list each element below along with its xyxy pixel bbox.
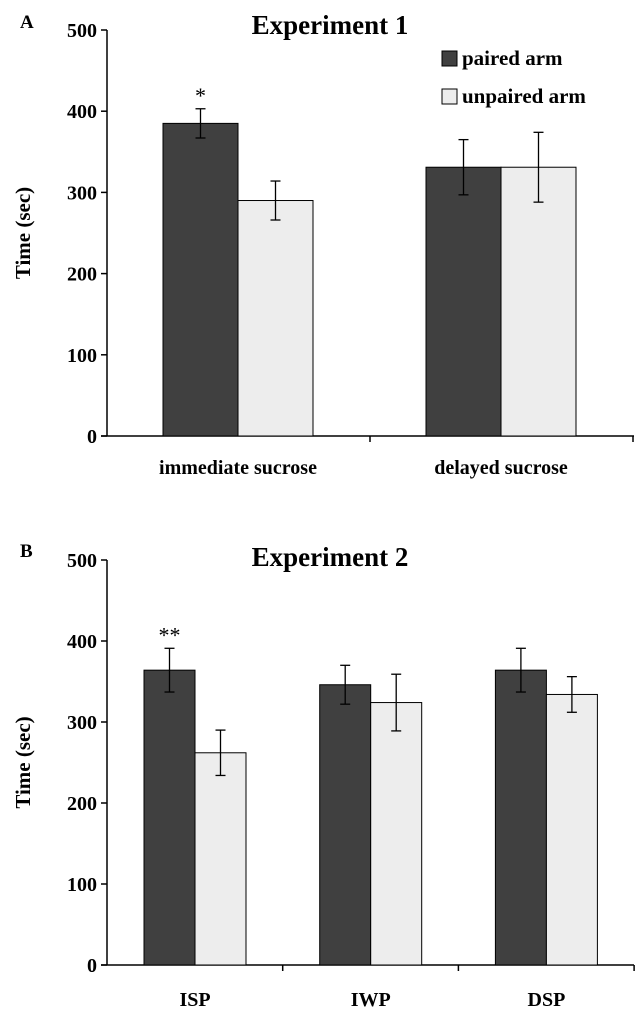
bar-unpaired-2	[545, 693, 598, 966]
panel-letter: A	[20, 12, 34, 33]
significance-marker: **	[159, 622, 181, 647]
x-tick-label: DSP	[528, 989, 566, 1009]
y-tick-label: 500	[67, 20, 97, 42]
legend-label-paired: paired arm	[462, 46, 563, 70]
y-tick-label: 500	[67, 550, 97, 572]
x-tick-label: immediate sucrose	[159, 457, 317, 479]
x-tick-label: IWP	[351, 989, 391, 1009]
y-tick-label: 0	[87, 426, 97, 448]
y-tick-label: 200	[67, 793, 97, 815]
significance-marker: *	[195, 83, 206, 108]
bar-unpaired-0	[194, 752, 247, 966]
bar-unpaired-0	[237, 200, 314, 437]
legend-swatch-unpaired	[441, 88, 458, 105]
panel-letter: B	[20, 541, 33, 562]
bar-unpaired-1	[500, 166, 577, 437]
bar-paired-0	[143, 669, 196, 966]
y-tick-label: 400	[67, 101, 97, 123]
y-tick-label: 100	[67, 874, 97, 896]
bar-paired-0	[162, 122, 239, 437]
panel-experiment-2: B Experiment 2 Time (sec) 0 100 200 300 400 500 I…	[11, 541, 635, 1009]
chart-title: Experiment 1	[252, 10, 409, 40]
legend-label-unpaired: unpaired arm	[462, 84, 586, 108]
x-tick-label: delayed sucrose	[434, 457, 568, 479]
y-axis-label: Time (sec)	[11, 716, 35, 808]
bar-unpaired-1	[370, 702, 423, 966]
legend-swatch-paired	[441, 50, 458, 67]
y-tick-label: 300	[67, 182, 97, 204]
y-tick-label: 200	[67, 264, 97, 286]
y-tick-label: 100	[67, 345, 97, 367]
y-tick-label: 0	[87, 955, 97, 977]
bar-paired-2	[494, 669, 547, 966]
chart-title: Experiment 2	[252, 542, 409, 572]
y-tick-label: 400	[67, 631, 97, 653]
panel-experiment-1: A Experiment 1 Time (sec) 0 100 200 300 400 500 i…	[11, 10, 634, 479]
bar-paired-1	[319, 684, 372, 966]
bar-paired-1	[425, 166, 502, 437]
x-tick-label: ISP	[179, 989, 210, 1009]
y-tick-label: 300	[67, 712, 97, 734]
y-axis-label: Time (sec)	[11, 187, 35, 279]
legend: paired arm unpaired arm	[441, 46, 586, 108]
